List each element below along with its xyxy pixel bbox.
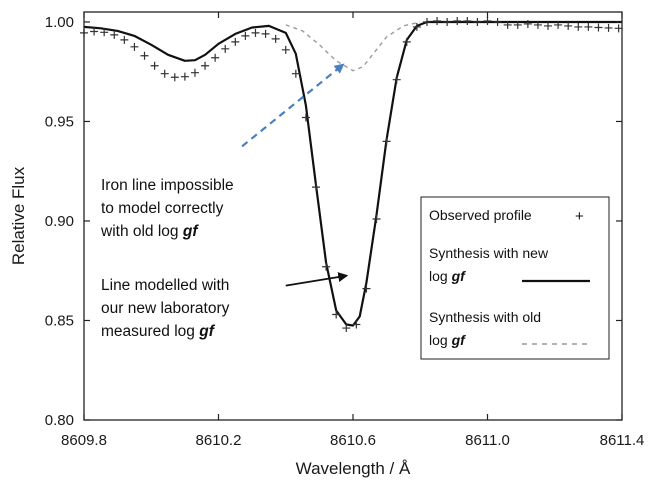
observed-point [433, 16, 442, 25]
annotation-old-line-3: with old log gf [100, 223, 199, 240]
observed-point [372, 214, 381, 223]
x-tick-label: 8610.2 [196, 432, 242, 449]
legend-new-label-line-2: log gf [429, 268, 466, 284]
axis-ticks: 8609.8 8610.2 8610.6 8611.0 8611.4 0.80 0.85 0.… [45, 12, 645, 449]
legend-observed-marker: + [575, 208, 584, 225]
x-axis-title: Wavelength / Å [296, 459, 411, 478]
observed-point [322, 262, 331, 271]
observed-point [110, 30, 119, 39]
observed-point [241, 31, 250, 40]
observed-point [342, 324, 351, 333]
annotation-old-line-1: Iron line impossible [101, 177, 234, 194]
observed-point [221, 44, 230, 53]
observed-point [463, 16, 472, 25]
observed-point [574, 22, 583, 31]
series-observed [80, 16, 623, 333]
observed-point [291, 69, 300, 78]
y-tick-label: 0.80 [45, 412, 74, 429]
annotation-new-loggf: Line modelled with our new laboratory me… [101, 272, 349, 340]
synthesis-new-line [83, 20, 622, 327]
observed-point [231, 37, 240, 46]
observed-point [90, 27, 99, 36]
y-axis-title: Relative Flux [9, 166, 28, 265]
x-tick-label: 8611.4 [600, 432, 645, 449]
observed-point [614, 24, 623, 33]
observed-point [150, 61, 159, 70]
observed-point [201, 61, 210, 70]
observed-point [362, 284, 371, 293]
observed-point [422, 17, 431, 26]
observed-point [271, 34, 280, 43]
observed-point [473, 17, 482, 26]
annotation-old-line-2: to model correctly [101, 200, 224, 217]
observed-point [584, 22, 593, 31]
x-tick-label: 8611.0 [465, 432, 510, 449]
y-tick-label: 0.85 [45, 312, 74, 329]
annotation-old-arrow [241, 63, 345, 148]
observed-point [281, 45, 290, 54]
x-tick-label: 8610.6 [330, 432, 376, 449]
observed-point [493, 17, 502, 26]
annotation-new-line-1: Line modelled with [101, 277, 229, 294]
legend: Observed profile + Synthesis with new lo… [420, 196, 610, 360]
annotation-new-arrow [285, 272, 349, 287]
observed-point [170, 73, 179, 82]
legend-old-label-line-2: log gf [429, 332, 466, 348]
observed-point [564, 21, 573, 30]
observed-point [544, 21, 553, 30]
observed-point [402, 37, 411, 46]
observed-point [211, 53, 220, 62]
annotation-new-line-2: our new laboratory [101, 300, 230, 317]
y-tick-label: 0.95 [45, 113, 74, 130]
observed-point [130, 42, 139, 51]
observed-point [332, 310, 341, 319]
observed-point [533, 20, 542, 29]
observed-point [604, 23, 613, 32]
observed-point [190, 68, 199, 77]
legend-box [420, 196, 610, 360]
annotation-new-line-3: measured log gf [101, 323, 216, 340]
annotation-old-loggf: Iron line impossible to model correctly … [100, 63, 345, 240]
observed-point [261, 29, 270, 38]
legend-observed-label: Observed profile [429, 207, 532, 223]
observed-point [554, 20, 563, 29]
observed-point [382, 137, 391, 146]
y-tick-label: 1.00 [45, 14, 74, 31]
observed-point [443, 17, 452, 26]
observed-point [352, 320, 361, 329]
observed-point [120, 35, 129, 44]
observed-point [483, 16, 492, 25]
observed-point [160, 69, 169, 78]
observed-point [594, 23, 603, 32]
y-tick-label: 0.90 [45, 213, 74, 230]
observed-point [140, 51, 149, 60]
observed-point [100, 28, 109, 37]
observed-point [412, 22, 421, 31]
series-new-loggf [83, 20, 622, 327]
legend-new-label-line-1: Synthesis with new [429, 245, 549, 261]
observed-point [251, 28, 260, 37]
observed-point [453, 16, 462, 25]
x-tick-label: 8609.8 [61, 432, 107, 449]
observed-point [180, 72, 189, 81]
observed-point [503, 20, 512, 29]
observed-point [513, 20, 522, 29]
observed-point [312, 183, 321, 192]
observed-point [523, 19, 532, 28]
observed-point [301, 113, 310, 122]
legend-old-label-line-1: Synthesis with old [429, 309, 541, 325]
observed-point [392, 75, 401, 84]
